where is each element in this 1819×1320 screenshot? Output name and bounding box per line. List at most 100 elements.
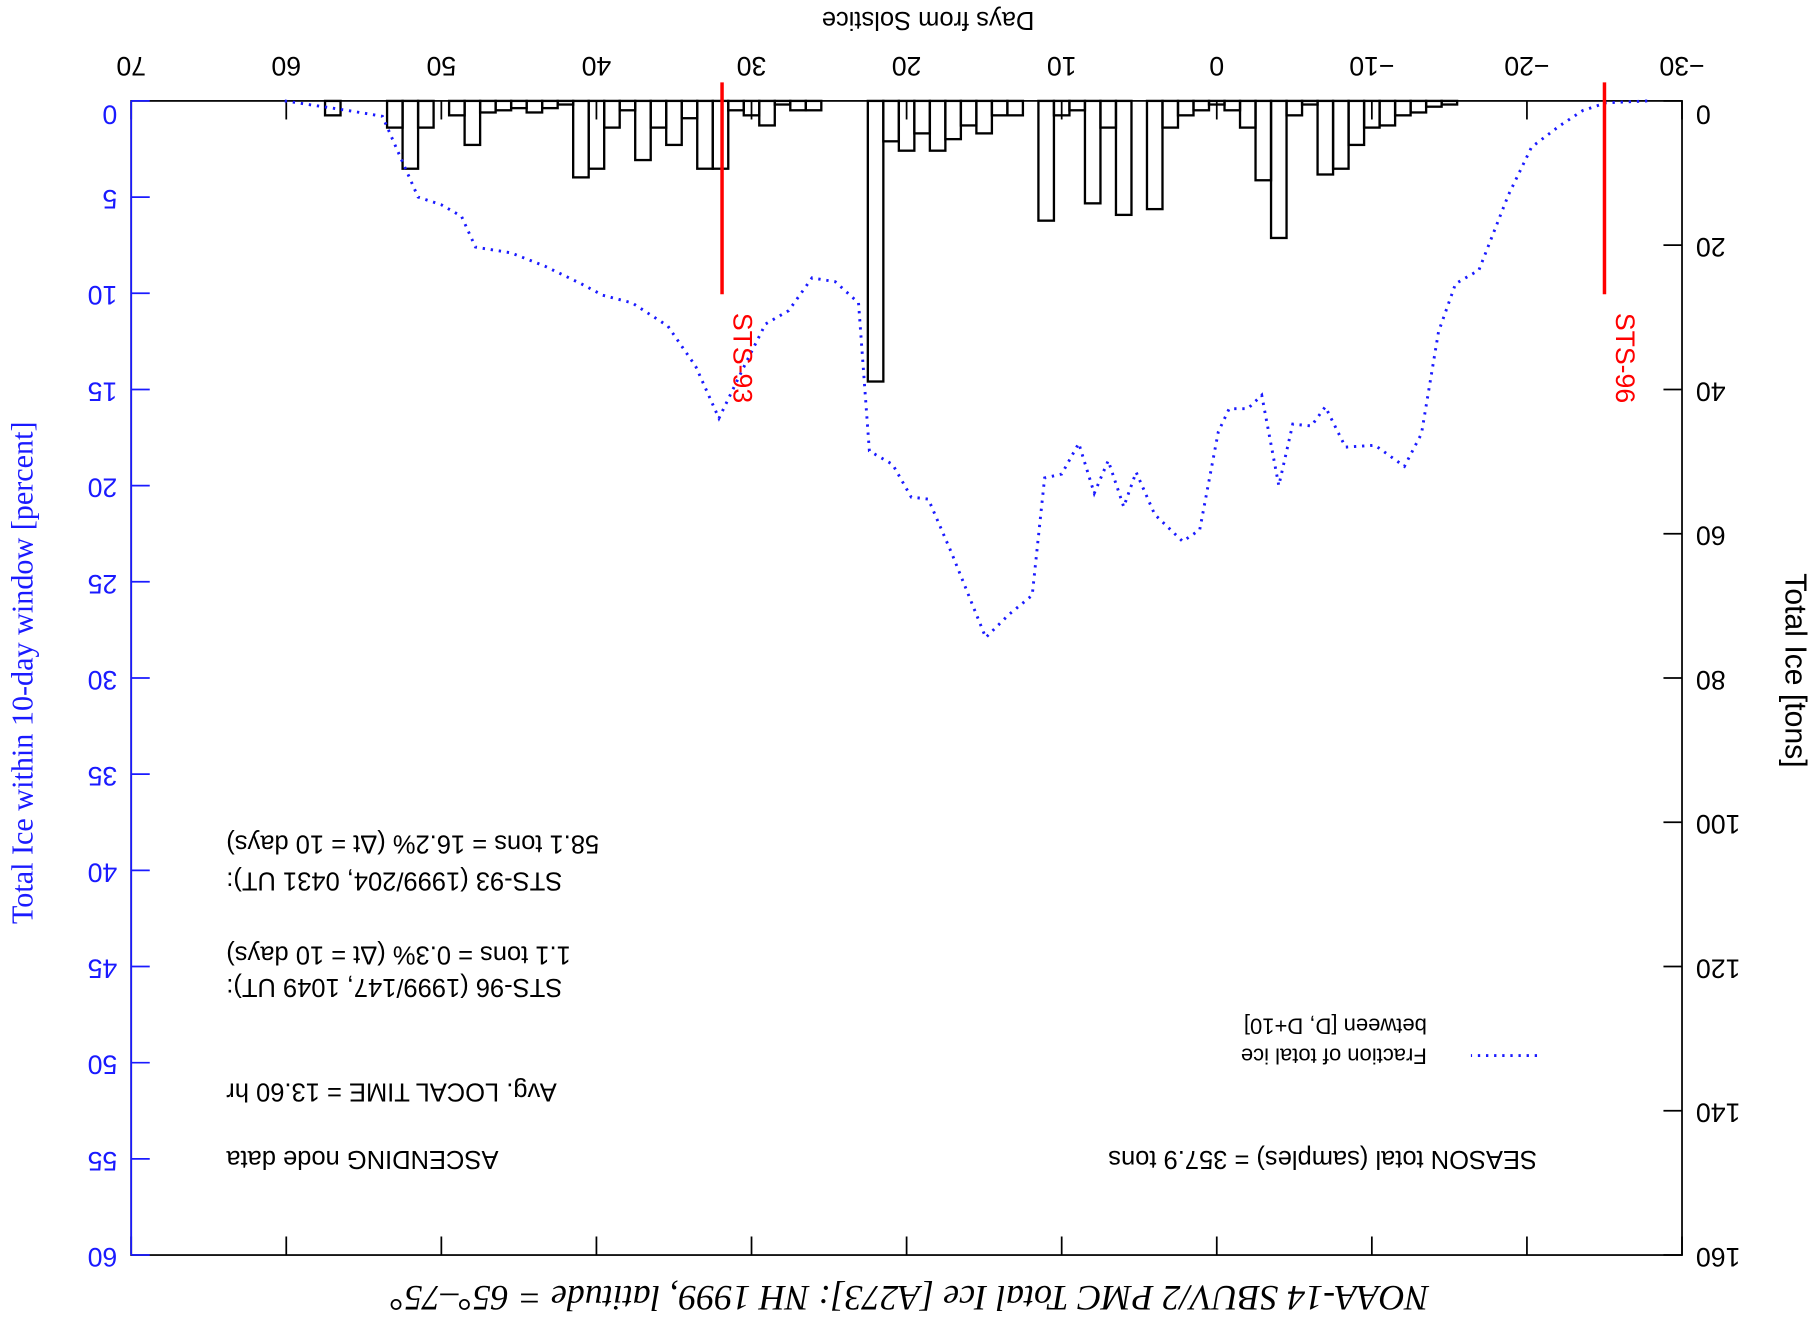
y2-tick-label: 35	[88, 761, 118, 791]
x-tick-label: −30	[1659, 51, 1704, 81]
histogram-bar	[1347, 99, 1366, 147]
x-tick-label: 50	[427, 51, 457, 81]
annotation: 1.1 tons = 0.3% (Δt = 10 days)	[226, 941, 570, 969]
y-tick-label: 120	[1696, 953, 1740, 983]
histogram-bar	[990, 99, 1009, 117]
histogram-bar	[773, 99, 792, 106]
x-tick-label: 60	[271, 51, 301, 81]
histogram-bar	[1083, 99, 1102, 205]
x-tick-label: 30	[737, 51, 767, 81]
histogram-bar	[1331, 99, 1350, 170]
y-tick-label: 140	[1696, 1098, 1740, 1128]
histogram-bar	[1378, 99, 1397, 127]
histogram-bar	[975, 99, 994, 135]
y-tick-label: 0	[1696, 99, 1711, 129]
histogram-bar	[804, 99, 823, 112]
histogram-bar	[634, 99, 652, 162]
histogram-bar	[866, 99, 885, 383]
y2-tick-label: 20	[88, 473, 118, 503]
y-tick-label: 80	[1696, 665, 1726, 695]
histogram-bar	[572, 99, 590, 179]
legend-label: Fraction of total ice	[1241, 1044, 1427, 1069]
histogram-bar	[1114, 99, 1133, 217]
histogram-bar	[649, 99, 668, 129]
annotation: Avg. LOCAL TIME = 13.60 hr	[226, 1078, 557, 1106]
y-tick-label: 40	[1696, 376, 1726, 406]
event-label: STS-93	[728, 313, 758, 403]
x-tick-label: 10	[1047, 51, 1077, 81]
y-tick-label: 160	[1696, 1242, 1740, 1272]
histogram-bar	[1238, 99, 1257, 129]
histogram-bar	[1440, 99, 1459, 106]
x-tick-label: −10	[1349, 51, 1394, 81]
chart-title: NOAA-14 SBUV/2 PMC Total Ice [A273]: NH …	[390, 1278, 1430, 1318]
histogram-bar	[1068, 99, 1087, 112]
histogram-bar	[1424, 99, 1443, 108]
histogram-bar	[696, 99, 714, 170]
histogram-bar	[463, 99, 482, 147]
histogram-bar	[323, 99, 342, 117]
histogram-bar	[603, 99, 621, 129]
y2-tick-label: 45	[88, 953, 118, 983]
histogram-bar	[1316, 99, 1335, 176]
histogram-bar	[1006, 99, 1025, 117]
y2-tick-label: 0	[102, 99, 117, 129]
histogram-bar	[882, 99, 901, 143]
y-tick-label: 100	[1696, 809, 1740, 839]
histogram-bar	[789, 99, 807, 112]
histogram-bar	[540, 99, 559, 110]
x-tick-label: 40	[582, 51, 612, 81]
y-axis-label: Total Ice [tons]	[1778, 573, 1811, 767]
y-tick-label: 20	[1696, 232, 1726, 262]
histogram-bar	[665, 99, 683, 147]
histogram-bar	[1161, 99, 1180, 129]
histogram-bar	[758, 99, 776, 127]
y2-tick-label: 5	[102, 184, 117, 214]
y2-tick-label: 40	[88, 857, 118, 887]
x-tick-label: 20	[892, 51, 922, 81]
histogram-bar	[1176, 99, 1195, 117]
annotation: STS-96 (1999/147, 1049 UT):	[226, 973, 562, 1001]
histogram-bar	[494, 99, 513, 112]
annotation: ASCENDING node data	[225, 1145, 498, 1173]
y2-tick-label: 30	[88, 665, 118, 695]
histogram-bar	[727, 99, 745, 112]
y2-tick-label: 25	[88, 569, 118, 599]
histogram-bar	[928, 99, 947, 152]
y2-axis-label: Total Ice within 10-day window [percent]	[6, 421, 40, 924]
event-label: STS-96	[1610, 313, 1640, 403]
x-tick-label: 70	[116, 51, 146, 81]
histogram-bar	[913, 99, 932, 135]
histogram-bar	[1300, 99, 1319, 106]
x-tick-label: 0	[1209, 51, 1224, 81]
y2-tick-label: 60	[88, 1242, 118, 1272]
annotation: SEASON total (samples) = 357.9 tons	[1108, 1145, 1537, 1173]
annotation: 58.1 tons = 16.2% (Δt = 10 days)	[226, 829, 599, 857]
y2-tick-label: 15	[88, 376, 118, 406]
histogram-bar	[401, 99, 420, 170]
histogram-bar	[618, 99, 637, 112]
x-axis-label: Days from Solstice	[822, 6, 1035, 34]
legend-label: between [D, D+10]	[1244, 1013, 1427, 1038]
histogram-bar	[1223, 99, 1242, 112]
histogram-bar	[680, 99, 699, 120]
y2-tick-label: 55	[88, 1146, 118, 1176]
histogram-bar	[478, 99, 497, 114]
histogram-bar	[509, 99, 528, 110]
histogram-bar	[1269, 99, 1288, 240]
y-tick-label: 60	[1696, 521, 1726, 551]
histogram-bar	[1099, 99, 1118, 129]
rotated-chart: NOAA-14 SBUV/2 PMC Total Ice [A273]: NH …	[6, 6, 1812, 1318]
histogram-bar	[959, 99, 978, 127]
histogram-bar	[1145, 99, 1164, 211]
histogram-bar	[1409, 99, 1428, 114]
histogram-bar	[1285, 99, 1304, 117]
histogram-bar	[1037, 99, 1056, 222]
histogram-bar	[944, 99, 963, 141]
histogram-bar	[1254, 99, 1273, 182]
histogram-bar	[525, 99, 544, 114]
fraction-line	[284, 99, 1648, 641]
histogram-bar	[556, 99, 575, 106]
